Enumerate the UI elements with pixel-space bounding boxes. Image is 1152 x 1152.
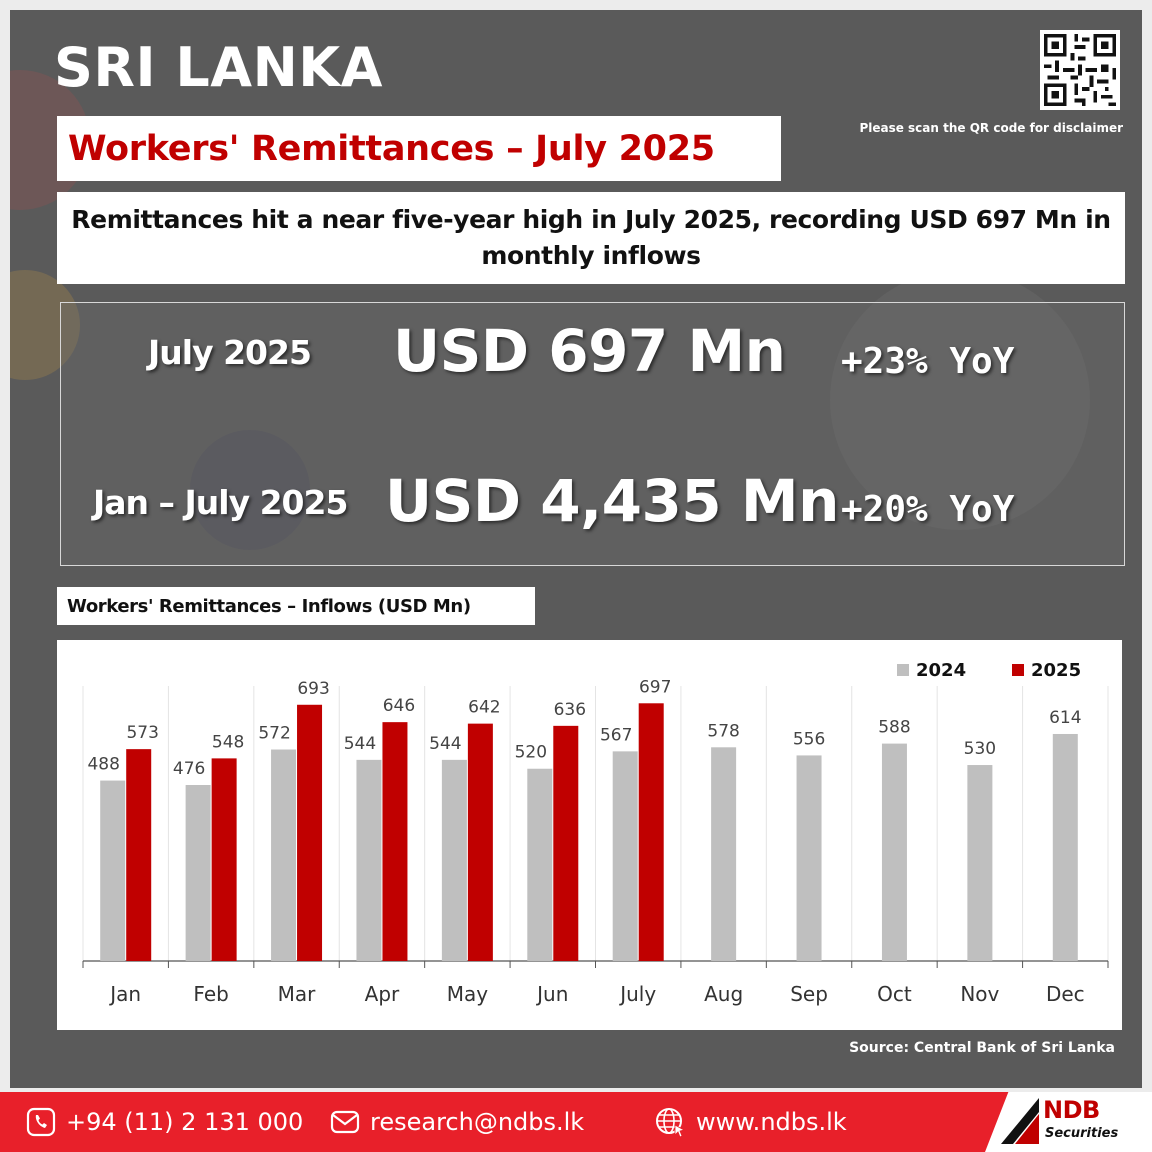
phone-contact[interactable]: +94 (11) 2 131 000 [26,1092,303,1152]
x-tick-label: Aug [704,982,743,1006]
bar-2024 [881,743,907,961]
bar-2025 [297,704,323,961]
source-note: Source: Central Bank of Sri Lanka [849,1040,1115,1056]
data-label-2024: 614 [1049,708,1081,728]
envelope-icon [330,1110,360,1134]
ndb-logo-mark-icon [1001,1098,1039,1144]
x-tick-label: Jan [108,982,141,1006]
bar-2025 [382,722,408,961]
chart-title-box: Workers' Remittances – Inflows (USD Mn) [57,587,535,625]
bar-2024 [612,751,638,961]
legend-label-2024: 2024 [916,660,966,681]
kpi-month-value: USD 697 Mn [393,317,786,385]
bar-2024 [1052,733,1078,961]
x-tick-label: Apr [365,982,400,1006]
globe-icon [656,1108,686,1138]
x-tick-label: Nov [960,982,999,1006]
data-label-2025: 573 [126,723,158,743]
data-label-2025: 693 [297,679,329,699]
data-label-2024: 588 [878,718,910,738]
legend-swatch-2024 [897,664,909,676]
bar-2024 [185,785,211,961]
data-label-2024: 556 [793,729,825,749]
kpi-ytd-change: +20% YoY [841,489,1015,530]
bar-2024 [271,749,297,961]
bar-2024 [527,768,553,961]
kpi-panel: July 2025 USD 697 Mn +23% YoY Jan – July… [60,302,1125,566]
bar-2024 [796,755,822,961]
email-contact[interactable]: research@ndbs.lk [330,1092,584,1152]
data-label-2025: 646 [383,696,415,716]
kpi-ytd-label: Jan – July 2025 [93,483,348,522]
data-label-2025: 636 [554,700,586,720]
data-label-2024: 488 [87,755,119,775]
qr-disclaimer-note: Please scan the QR code for disclaimer [859,121,1123,135]
brand-logo: NDB Securities [985,1092,1152,1152]
data-label-2024: 544 [429,734,461,754]
bar-2024 [356,759,382,961]
data-label-2025: 697 [639,677,671,697]
kpi-ytd-value: USD 4,435 Mn [385,467,839,535]
x-tick-label: Oct [877,982,912,1006]
chart-panel: Jan Feb Mar Apr May Jun July Aug Sep Oct Nov Dec 488… [57,640,1122,1030]
data-label-2025: 548 [212,732,244,752]
brand-name: NDB [1043,1096,1100,1124]
data-label-2024: 544 [344,734,376,754]
legend-swatch-2025 [1012,664,1024,676]
data-label-2024: 530 [964,739,996,759]
brand-subtitle: Securities [1045,1126,1119,1141]
website-url: www.ndbs.lk [696,1108,847,1136]
email-address: research@ndbs.lk [370,1108,585,1136]
data-label-2024: 572 [258,724,290,744]
bar-2024 [100,780,126,961]
data-label-2025: 642 [468,698,500,718]
chart-title: Workers' Remittances – Inflows (USD Mn) [67,595,471,617]
report-title-box: Workers' Remittances – July 2025 [57,116,781,181]
report-title: Workers' Remittances – July 2025 [68,128,715,169]
bar-2025 [467,723,493,961]
bar-2025 [553,725,579,961]
bar-2025 [126,749,152,961]
bar-2025 [638,703,664,961]
x-tick-label: Feb [193,982,228,1006]
infographic-frame: SRI LANKA Workers' Remittances – July 20… [10,10,1142,1088]
bar-2024 [711,747,737,961]
country-title: SRI LANKA [54,36,383,99]
data-label-2024: 476 [173,759,205,779]
x-tick-label: Jun [535,982,568,1006]
remittance-bar-chart: Jan Feb Mar Apr May Jun July Aug Sep Oct Nov Dec 488… [82,660,1109,1006]
legend-label-2025: 2025 [1031,660,1081,681]
x-tick-label: Dec [1046,982,1085,1006]
bar-2024 [967,765,993,961]
qr-code-icon[interactable] [1040,30,1120,110]
x-tick-label: July [618,982,656,1006]
kpi-month-change: +23% YoY [841,341,1015,382]
data-label-2024: 578 [707,721,739,741]
phone-icon [26,1107,56,1137]
background-decoration [190,430,310,550]
background-decoration [830,270,1090,530]
data-label-2024: 520 [515,743,547,763]
footer-bar: +94 (11) 2 131 000 research@ndbs.lk www.… [0,1092,1152,1152]
x-tick-label: Sep [790,982,828,1006]
headline-box: Remittances hit a near five-year high in… [57,192,1125,284]
kpi-month-label: July 2025 [148,333,312,372]
website-contact[interactable]: www.ndbs.lk [654,1092,847,1152]
headline: Remittances hit a near five-year high in… [71,205,1111,270]
bar-2025 [211,758,237,961]
bar-2024 [441,759,467,961]
x-tick-label: Mar [278,982,317,1006]
x-tick-label: May [447,982,489,1006]
phone-number: +94 (11) 2 131 000 [66,1108,304,1136]
data-label-2024: 567 [600,725,632,745]
